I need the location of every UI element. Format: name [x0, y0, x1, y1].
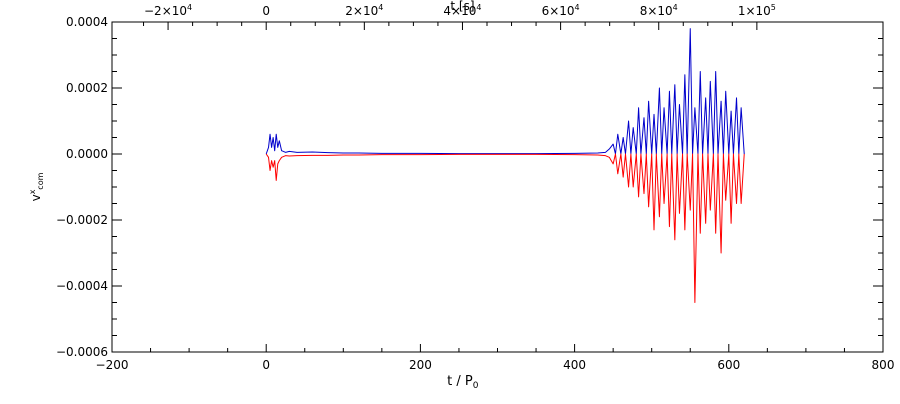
x-tick-label: 200 — [409, 358, 432, 372]
series-line-0 — [265, 28, 745, 155]
top-tick-label: 1×105 — [738, 3, 776, 18]
top-tick-label: 0 — [262, 4, 270, 18]
top-tick-label: 6×104 — [542, 3, 580, 18]
x-tick-label: 0 — [262, 358, 270, 372]
ticks — [111, 21, 884, 353]
y-tick-label: −0.0004 — [56, 279, 108, 293]
x-tick-label: 800 — [872, 358, 895, 372]
series-line-1 — [265, 153, 745, 303]
axes — [111, 21, 884, 353]
top-tick-label: 4×104 — [443, 3, 481, 18]
x-tick-label: 600 — [717, 358, 740, 372]
y-axis-label: vxcom — [28, 172, 45, 201]
y-tick-label: 0.0000 — [66, 147, 108, 161]
series-layer — [265, 28, 745, 303]
y-tick-label: −0.0002 — [56, 213, 108, 227]
y-tick-label: −0.0006 — [56, 345, 108, 359]
x-tick-label: −200 — [96, 358, 129, 372]
top-tick-label: 8×104 — [640, 3, 678, 18]
x-tick-label: 400 — [563, 358, 586, 372]
top-axis-label: t [s] — [450, 0, 474, 13]
top-tick-label: −2×104 — [144, 3, 192, 18]
y-tick-label: 0.0004 — [66, 15, 108, 29]
y-tick-label: 0.0002 — [66, 81, 108, 95]
top-tick-label: 2×104 — [345, 3, 383, 18]
tick-labels: −200 0 200 400 600 800 −0.0006 −0.0004 −0.0002 0.… — [56, 3, 895, 372]
x-axis-label: t / P0 — [447, 374, 479, 391]
axis-titles: t / P0 t [s] vxcom — [28, 0, 479, 391]
plot-frame — [111, 21, 884, 353]
